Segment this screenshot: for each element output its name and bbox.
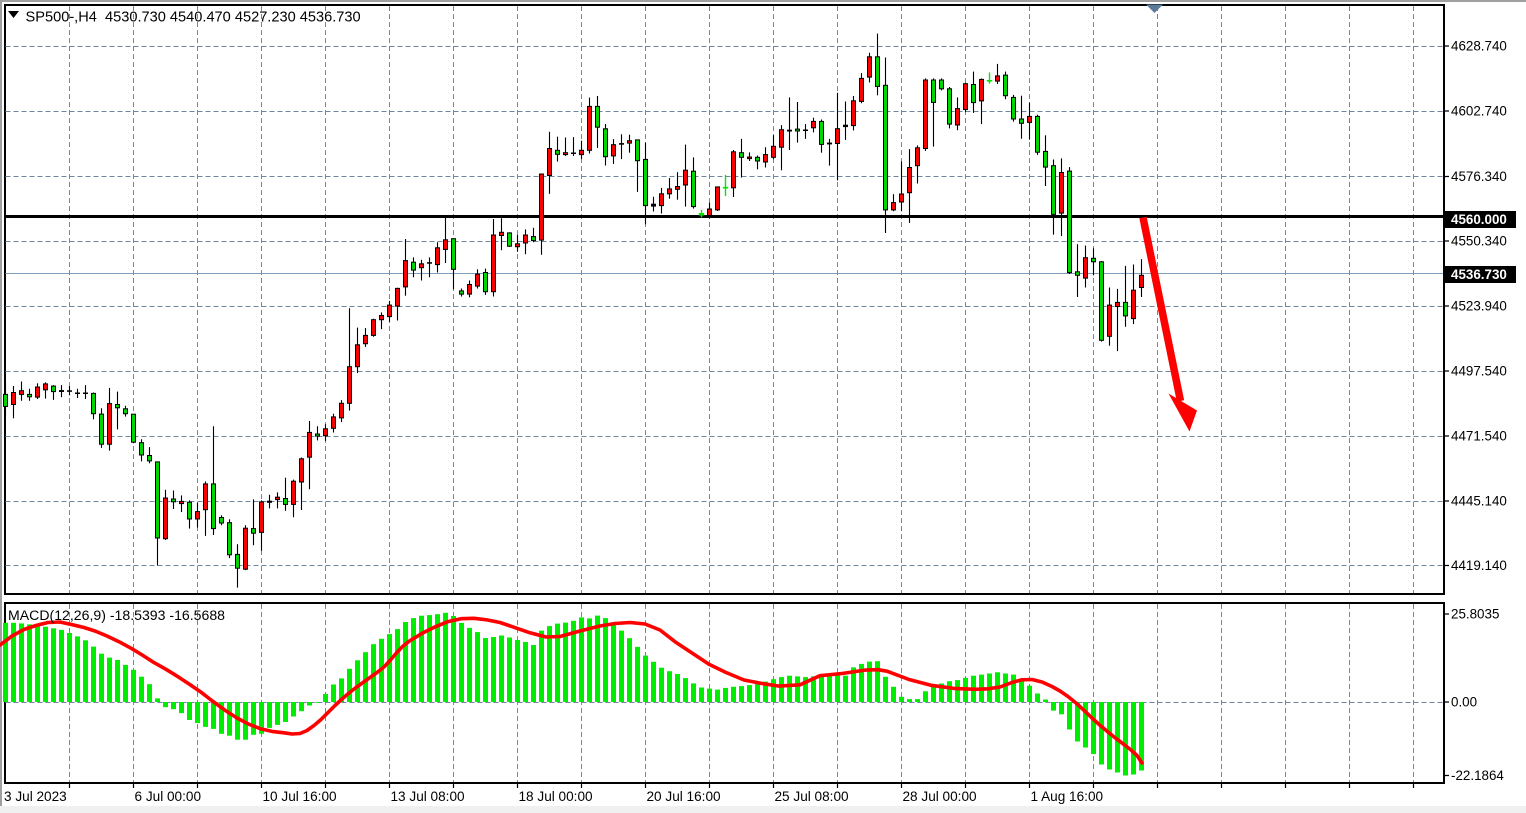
svg-text:-22.1864: -22.1864 <box>1451 768 1504 783</box>
svg-text:4576.340: 4576.340 <box>1451 169 1507 184</box>
svg-text:4560.000: 4560.000 <box>1451 212 1507 227</box>
svg-text:20 Jul 16:00: 20 Jul 16:00 <box>647 789 722 804</box>
svg-text:4602.740: 4602.740 <box>1451 104 1507 119</box>
svg-text:4550.340: 4550.340 <box>1451 234 1507 249</box>
svg-text:1 Aug 16:00: 1 Aug 16:00 <box>1031 789 1104 804</box>
svg-text:13 Jul 08:00: 13 Jul 08:00 <box>391 789 466 804</box>
svg-text:25.8035: 25.8035 <box>1451 607 1499 622</box>
svg-text:4628.740: 4628.740 <box>1451 39 1507 54</box>
svg-text:25 Jul 08:00: 25 Jul 08:00 <box>775 789 850 804</box>
svg-text:0.00: 0.00 <box>1451 695 1477 710</box>
svg-text:4471.540: 4471.540 <box>1451 429 1507 444</box>
svg-text:10 Jul 16:00: 10 Jul 16:00 <box>263 789 338 804</box>
svg-text:6 Jul 00:00: 6 Jul 00:00 <box>135 789 202 804</box>
svg-text:MACD(12,26,9) -18.5393 -16.568: MACD(12,26,9) -18.5393 -16.5688 <box>8 607 225 623</box>
svg-text:18 Jul 00:00: 18 Jul 00:00 <box>519 789 594 804</box>
svg-text:4445.140: 4445.140 <box>1451 494 1507 509</box>
svg-text:4419.140: 4419.140 <box>1451 558 1507 573</box>
svg-text:4536.730: 4536.730 <box>1451 267 1507 282</box>
svg-text:3 Jul 2023: 3 Jul 2023 <box>4 789 67 804</box>
svg-text:SP500-,H4 4530.730 4540.470 4: SP500-,H4 4530.730 4540.470 4527.230 453… <box>26 10 361 26</box>
svg-text:4497.540: 4497.540 <box>1451 364 1507 379</box>
svg-text:4523.940: 4523.940 <box>1451 299 1507 314</box>
svg-text:28 Jul 00:00: 28 Jul 00:00 <box>903 789 978 804</box>
